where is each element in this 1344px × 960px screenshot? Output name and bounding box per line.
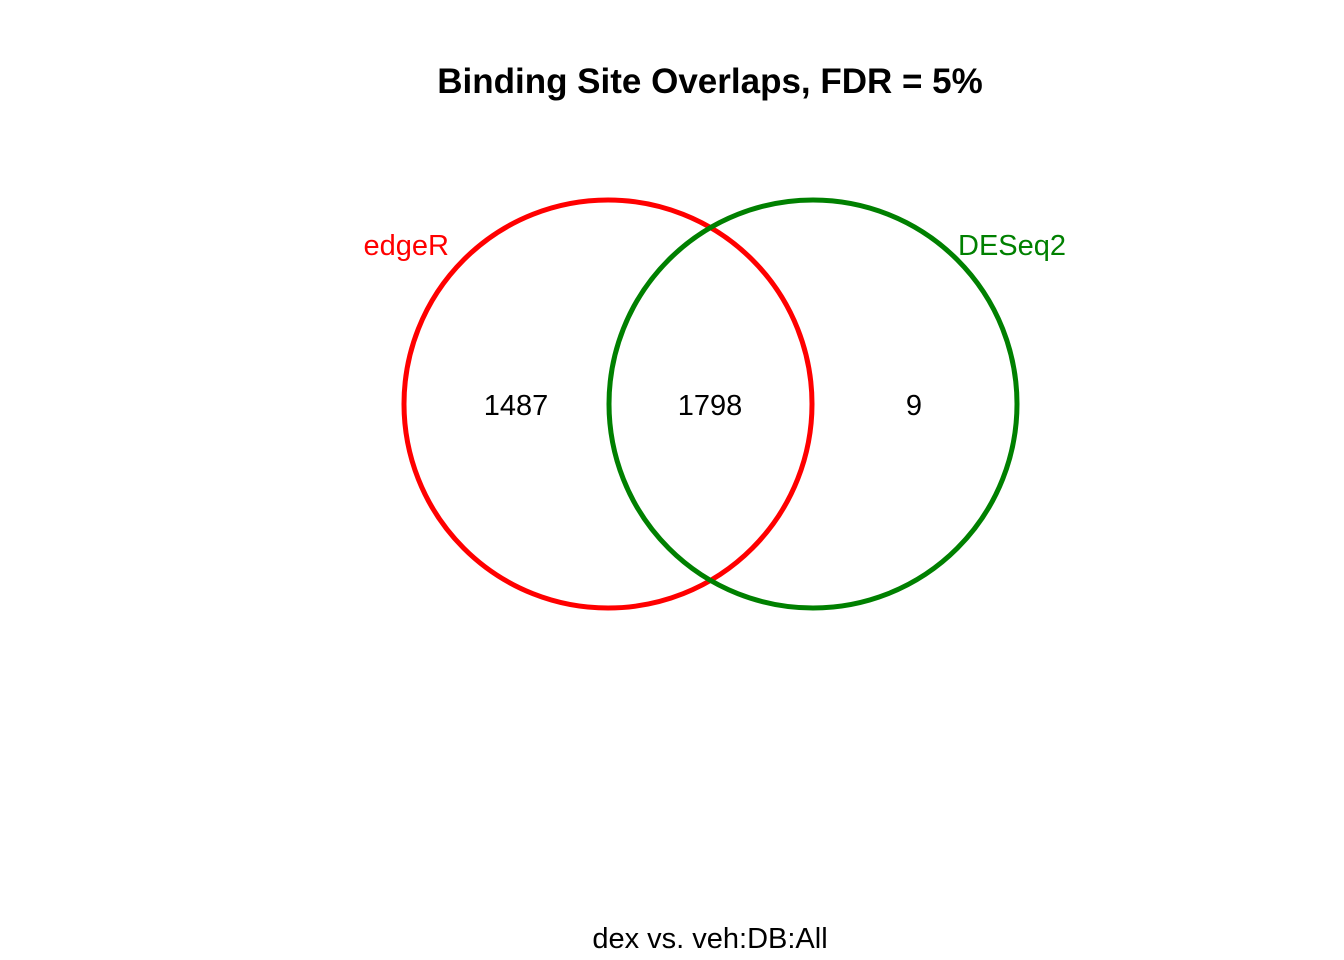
region-count-edger-only: 1487 — [484, 390, 549, 422]
chart-subtitle: dex vs. veh:DB:All — [592, 923, 827, 955]
set-circle-edger — [401, 197, 815, 611]
chart-title: Binding Site Overlaps, FDR = 5% — [437, 62, 983, 101]
region-count-deseq2-only: 9 — [906, 390, 922, 422]
set-label-deseq2: DESeq2 — [958, 230, 1066, 262]
set-circle-deseq2 — [606, 197, 1020, 611]
region-count-intersection: 1798 — [678, 390, 743, 422]
set-label-edger: edgeR — [364, 230, 449, 262]
